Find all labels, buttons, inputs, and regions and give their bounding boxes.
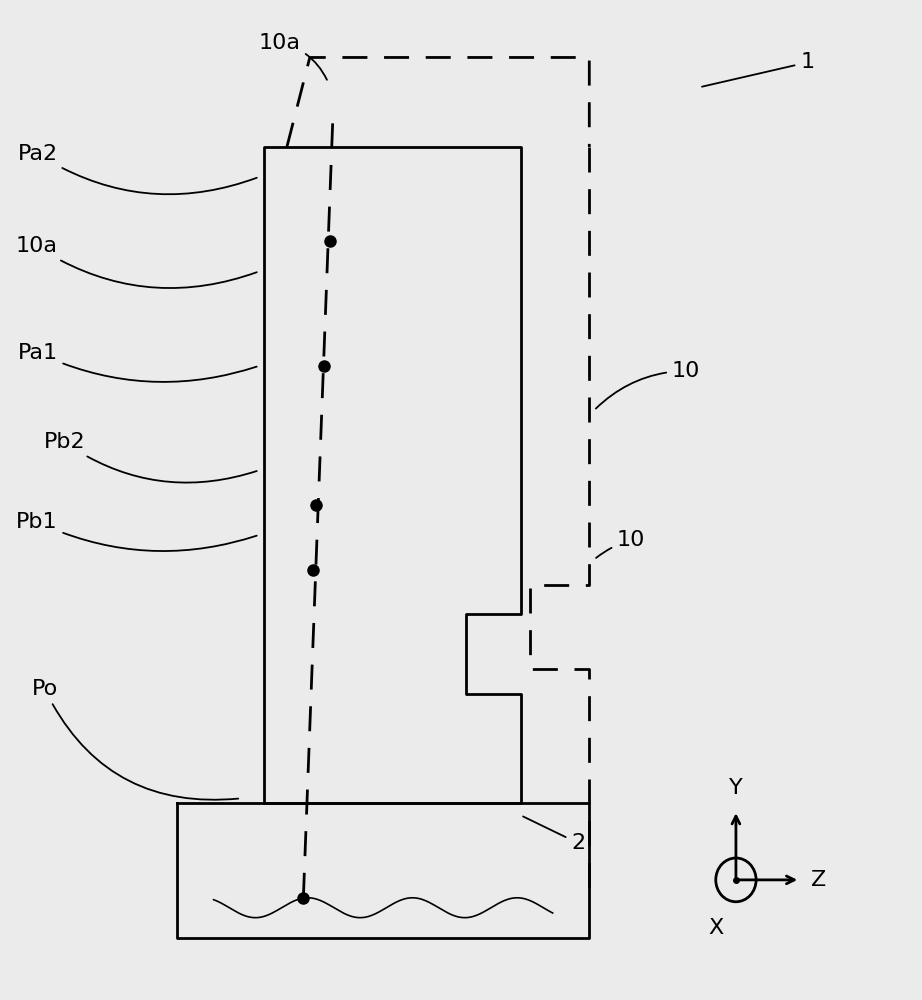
Text: Po: Po [31, 679, 238, 800]
Text: 2: 2 [523, 816, 585, 853]
Text: 1: 1 [702, 52, 814, 87]
Text: Pa1: Pa1 [18, 343, 256, 382]
Text: 10: 10 [596, 361, 700, 409]
Text: Pa2: Pa2 [18, 144, 257, 194]
Text: 10a: 10a [16, 236, 256, 288]
Text: 10a: 10a [259, 33, 327, 80]
Text: Y: Y [729, 778, 743, 798]
Text: Z: Z [811, 870, 826, 890]
Text: X: X [708, 918, 724, 938]
Text: Pb2: Pb2 [43, 432, 256, 483]
Text: Pb1: Pb1 [17, 512, 256, 551]
Text: 10: 10 [596, 530, 645, 558]
